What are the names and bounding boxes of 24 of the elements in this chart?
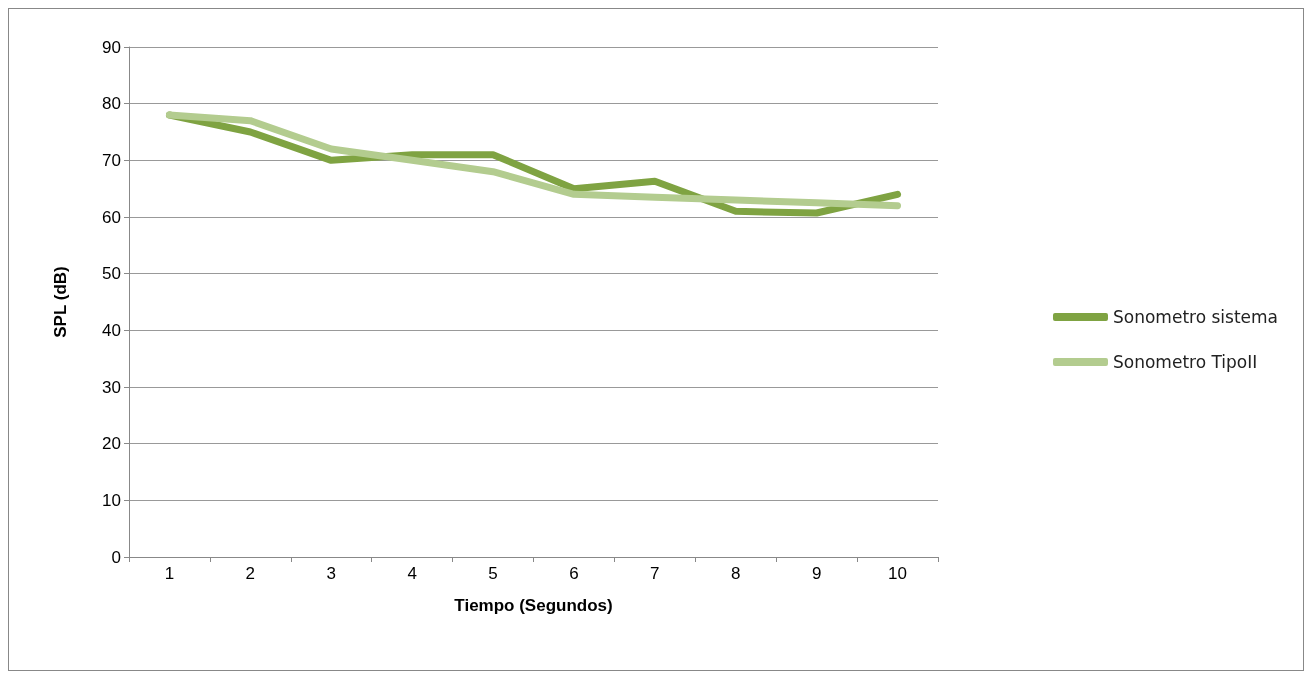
x-tick-label: 7 (650, 564, 660, 583)
y-tick-label: 30 (102, 377, 121, 397)
x-tick-label: 1 (164, 564, 175, 583)
y-tick-label: 0 (111, 547, 121, 567)
x-tick-label: 5 (488, 564, 498, 583)
y-tick-label: 20 (102, 434, 121, 454)
x-tick-label: 8 (731, 564, 741, 583)
y-tick-label: 90 (102, 37, 121, 57)
y-tick-label: 60 (102, 207, 121, 227)
legend-label: Sonometro TipoII (1112, 352, 1258, 372)
y-tick-label: 70 (102, 150, 121, 170)
y-tick-label: 10 (102, 490, 121, 510)
y-tick-label: 50 (102, 264, 121, 284)
x-tick-label: 6 (569, 564, 579, 583)
y-axis-title: SPL (dB) (51, 266, 70, 338)
y-tick-label: 40 (102, 320, 121, 340)
x-tick-label: 10 (888, 564, 908, 583)
x-tick-label: 4 (407, 564, 417, 583)
x-tick-label: 3 (326, 564, 336, 583)
y-tick-label: 80 (102, 94, 121, 114)
x-tick-label: 2 (245, 564, 256, 583)
x-axis-title: Tiempo (Segundos) (454, 596, 613, 615)
legend-label: Sonometro sistema (1112, 307, 1278, 327)
x-tick-label: 9 (811, 564, 822, 583)
